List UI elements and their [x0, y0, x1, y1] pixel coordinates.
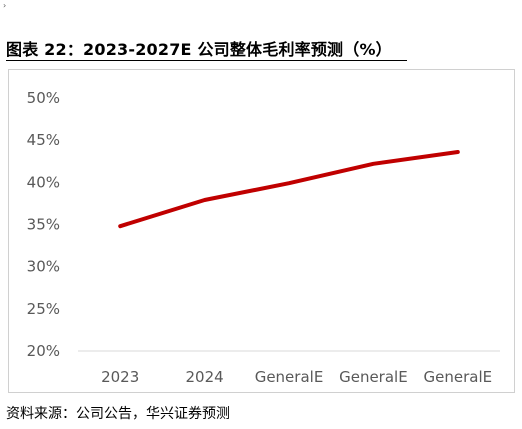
chart-title-bar: 图表 22：2023-2027E 公司整体毛利率预测（%）	[6, 34, 407, 61]
source-note: 资料来源：公司公告，华兴证券预测	[6, 406, 230, 422]
y-tick-label: 35%	[27, 216, 60, 234]
chart-title: 图表 22：2023-2027E 公司整体毛利率预测（%）	[6, 40, 392, 59]
y-tick-label: 20%	[27, 342, 60, 360]
y-tick-label: 45%	[27, 131, 60, 149]
chart-frame	[8, 69, 515, 393]
x-tick-label: 2023	[101, 368, 139, 386]
x-tick-label: GeneralE	[424, 368, 493, 386]
y-tick-label: 25%	[27, 300, 60, 318]
y-tick-label: 40%	[27, 173, 60, 191]
x-tick-label: GeneralE	[339, 368, 408, 386]
y-tick-label: 30%	[27, 258, 60, 276]
x-tick-label: 2024	[186, 368, 224, 386]
page-mark: ›	[3, 1, 7, 10]
y-tick-label: 50%	[27, 89, 60, 107]
x-tick-label: GeneralE	[255, 368, 324, 386]
series-line	[118, 150, 460, 229]
